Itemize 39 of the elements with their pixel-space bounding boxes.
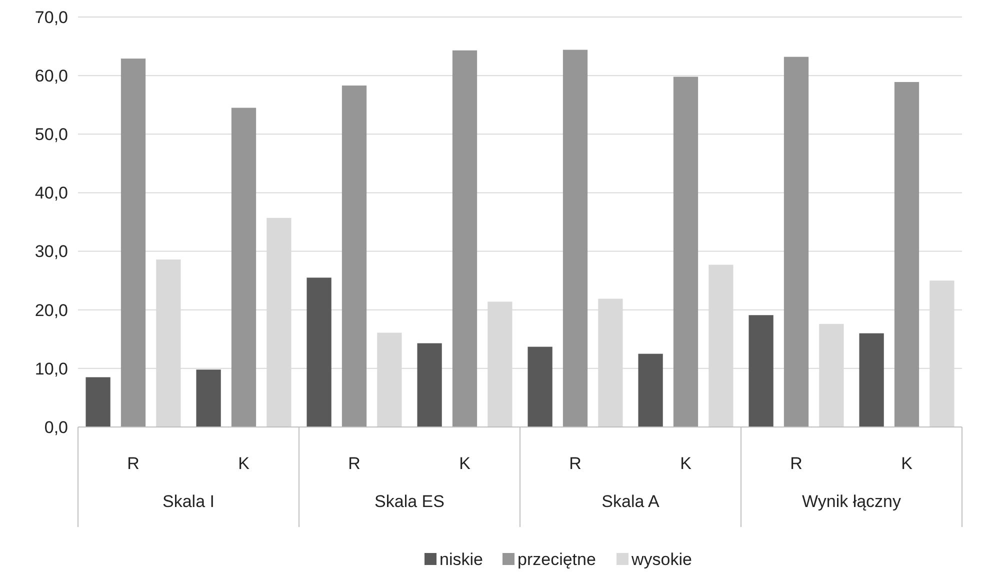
y-tick-label: 10,0 [34, 359, 68, 378]
bar [859, 333, 884, 427]
bar [306, 278, 332, 427]
y-tick-label: 0,0 [44, 418, 68, 437]
y-tick-label: 50,0 [34, 125, 68, 144]
text: Skala ES [374, 492, 444, 511]
text: Skala A [602, 492, 660, 511]
bar [120, 58, 146, 427]
bar [231, 108, 256, 427]
bar [452, 50, 478, 427]
bar [638, 354, 663, 427]
y-tick-label: 60,0 [34, 66, 68, 86]
bar [673, 76, 698, 427]
y-tick-label: 40,0 [34, 184, 68, 203]
bar [196, 370, 221, 427]
x-tick-label: R [569, 454, 582, 473]
legend-label: niskie [440, 550, 483, 569]
y-tick-label: 30,0 [34, 242, 68, 262]
bar [894, 82, 920, 427]
legend-label: przeciętne [518, 550, 596, 569]
bar [342, 86, 367, 427]
x-tick-label: R [348, 454, 360, 473]
legend-label: wysokie [630, 550, 692, 569]
text: Skala I [162, 492, 214, 511]
text: Wynik łączny [802, 492, 902, 511]
bar [562, 50, 588, 427]
x-tick-label: K [901, 454, 914, 473]
x-tick-label: K [238, 454, 250, 473]
bar [528, 346, 552, 427]
y-tick-label: 70,0 [34, 8, 68, 27]
bar [86, 377, 110, 427]
x-tick-label: K [459, 454, 472, 473]
x-tick-label: K [680, 454, 692, 473]
x-tick-label: R [790, 454, 802, 473]
y-tick-label: 20,0 [34, 300, 68, 320]
bar [784, 56, 809, 427]
x-tick-label: R [127, 454, 140, 473]
bar [748, 315, 774, 427]
bar [417, 343, 442, 427]
